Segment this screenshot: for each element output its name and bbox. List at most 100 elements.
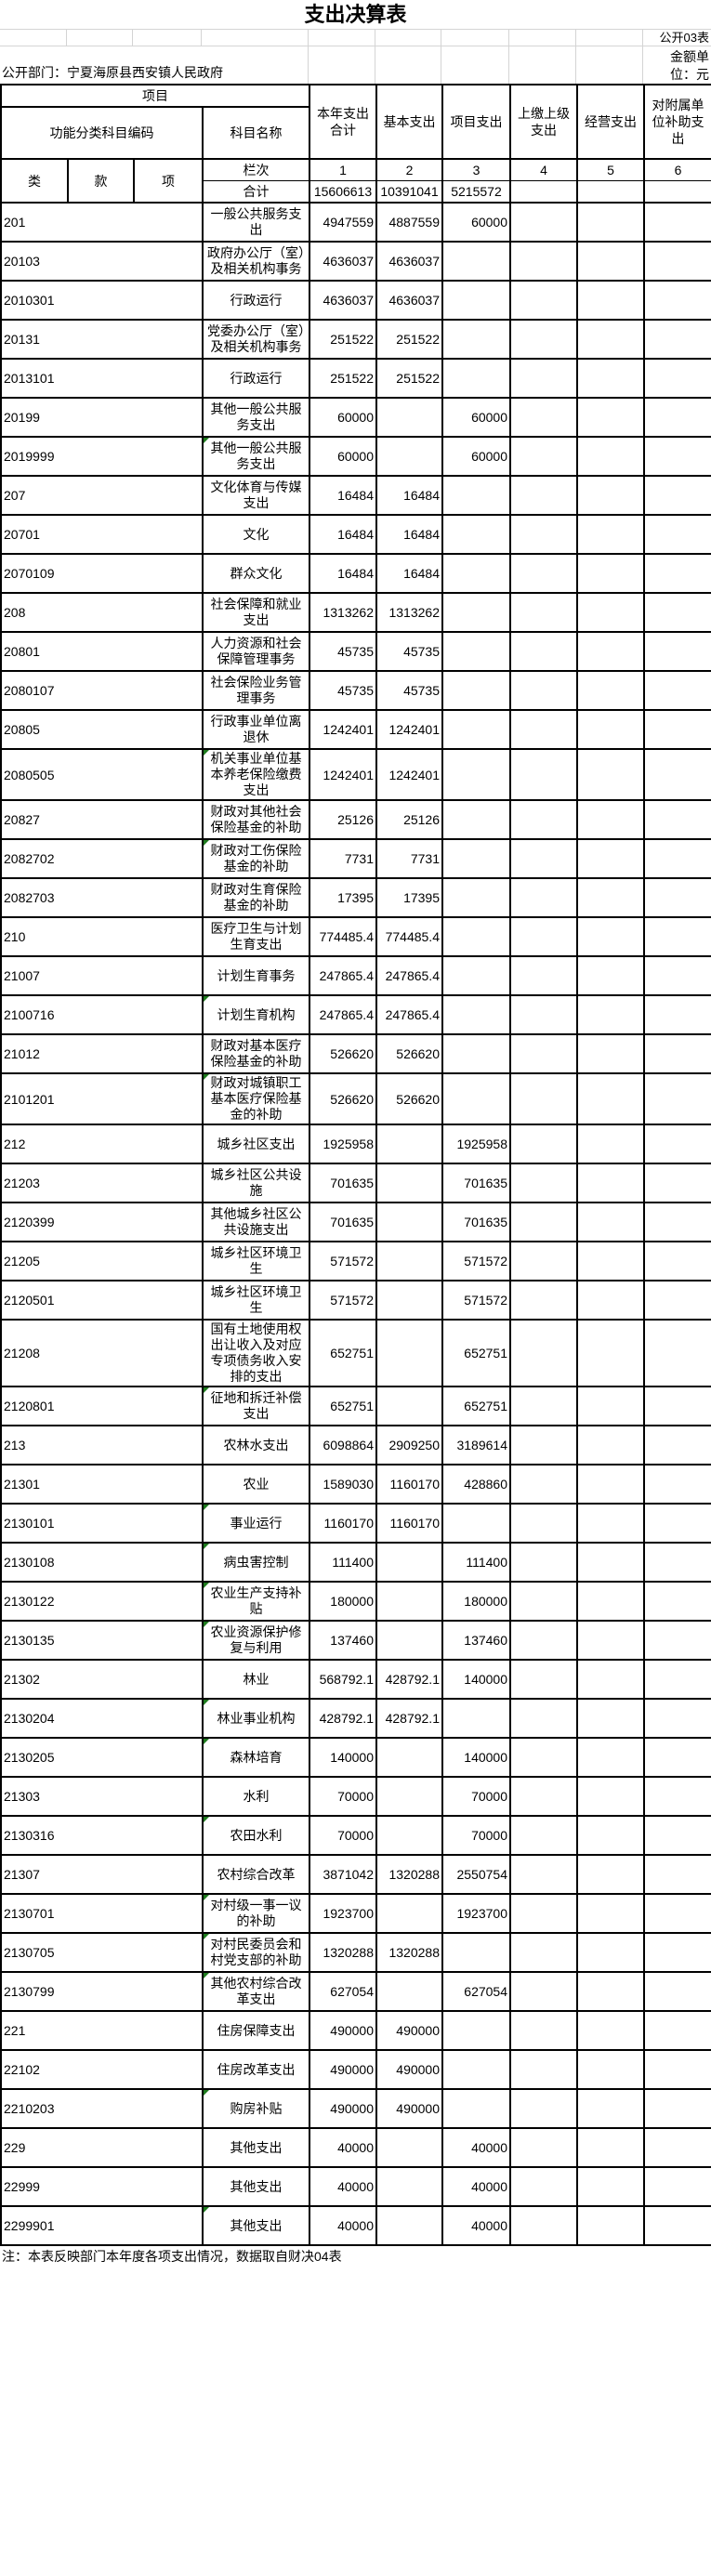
- row-value-5: [576, 799, 645, 840]
- row-value-1: 251522: [309, 358, 377, 399]
- grid-cell: [441, 46, 509, 84]
- row-value-6: [643, 319, 711, 360]
- row-value-4: [509, 955, 578, 996]
- col-header-affiliate-subsidy: 对附属单位补助支出: [643, 84, 711, 160]
- row-code: 201: [0, 202, 204, 243]
- row-value-4: [509, 1659, 578, 1700]
- row-value-5: [576, 2049, 645, 2090]
- row-value-4: [509, 1319, 578, 1387]
- rank-number: 2: [375, 158, 443, 181]
- row-value-1: 251522: [309, 319, 377, 360]
- table-row: 21007 计划生育事务 247865.4 247865.4: [0, 955, 711, 996]
- row-code: 21303: [0, 1776, 204, 1817]
- row-value-1: 1320288: [309, 1932, 377, 1973]
- row-name: 农林水支出: [202, 1425, 310, 1465]
- row-value-1: 6098864: [309, 1425, 377, 1465]
- row-value-5: [576, 358, 645, 399]
- row-value-6: [643, 1202, 711, 1242]
- row-value-3: [441, 799, 511, 840]
- table-row: 21208 国有土地使用权出让收入及对应专项债务收入安排的支出 652751 6…: [0, 1319, 711, 1387]
- row-value-6: [643, 1971, 711, 2012]
- subject-name-header: 科目名称: [202, 106, 310, 160]
- row-value-4: [509, 319, 578, 360]
- table-row: 2010301 行政运行 4636037 4636037: [0, 280, 711, 321]
- row-value-4: [509, 916, 578, 957]
- row-value-4: [509, 1072, 578, 1125]
- row-value-5: [576, 1072, 645, 1125]
- row-value-2: 428792.1: [375, 1659, 443, 1700]
- row-value-6: [643, 202, 711, 243]
- row-value-3: [441, 748, 511, 801]
- row-name: 行政运行: [202, 280, 310, 321]
- row-value-2: 1242401: [375, 748, 443, 801]
- row-name: 群众文化: [202, 553, 310, 594]
- row-code: 2120501: [0, 1280, 204, 1321]
- table-row: 20701 文化 16484 16484: [0, 514, 711, 555]
- row-value-1: 4636037: [309, 241, 377, 282]
- table-row: 21307 农村综合改革 3871042 1320288 2550754: [0, 1854, 711, 1895]
- row-name: 森林培育: [202, 1737, 310, 1778]
- row-value-1: 40000: [309, 2205, 377, 2246]
- row-code: 2013101: [0, 358, 204, 399]
- row-value-1: 490000: [309, 2010, 377, 2051]
- row-value-6: [643, 1815, 711, 1856]
- row-code: 21208: [0, 1319, 204, 1387]
- row-value-6: [643, 1620, 711, 1661]
- row-value-5: [576, 397, 645, 438]
- table-row: 2130701 对村级一事一议的补助 1923700 1923700: [0, 1893, 711, 1934]
- row-code: 2080107: [0, 670, 204, 711]
- row-value-1: 140000: [309, 1737, 377, 1778]
- row-code: 20827: [0, 799, 204, 840]
- row-value-3: [441, 994, 511, 1035]
- row-value-3: [441, 709, 511, 750]
- row-value-6: [643, 1932, 711, 1973]
- row-value-1: 652751: [309, 1319, 377, 1387]
- table-row: 20131 党委办公厅（室）及相关机构事务 251522 251522: [0, 319, 711, 360]
- rank-number: 5: [576, 158, 645, 181]
- row-value-5: [576, 1202, 645, 1242]
- row-value-1: 627054: [309, 1971, 377, 2012]
- row-value-4: [509, 1241, 578, 1281]
- row-value-2: [375, 1241, 443, 1281]
- row-value-6: [643, 1893, 711, 1934]
- row-value-2: 247865.4: [375, 994, 443, 1035]
- row-value-4: [509, 670, 578, 711]
- row-code: 20103: [0, 241, 204, 282]
- row-value-5: [576, 916, 645, 957]
- row-value-5: [576, 436, 645, 477]
- row-value-6: [643, 1542, 711, 1583]
- row-value-4: [509, 1971, 578, 2012]
- row-code: 22102: [0, 2049, 204, 2090]
- row-value-3: 1923700: [441, 1893, 511, 1934]
- row-value-1: 701635: [309, 1202, 377, 1242]
- row-value-3: [441, 358, 511, 399]
- row-value-5: [576, 1542, 645, 1583]
- row-value-1: 1925958: [309, 1124, 377, 1164]
- row-name: 文化体育与传媒支出: [202, 475, 310, 516]
- row-value-3: 137460: [441, 1620, 511, 1661]
- row-value-6: [643, 514, 711, 555]
- table-row: 22999 其他支出 40000 40000: [0, 2166, 711, 2207]
- row-value-3: [441, 592, 511, 633]
- row-value-6: [643, 241, 711, 282]
- row-value-4: [509, 1202, 578, 1242]
- grid-cell: [309, 30, 375, 46]
- table-row: 2019999 其他一般公共服务支出 60000 60000: [0, 436, 711, 477]
- row-value-4: [509, 1815, 578, 1856]
- row-value-1: 45735: [309, 631, 377, 672]
- row-value-6: [643, 2205, 711, 2246]
- row-code: 2299901: [0, 2205, 204, 2246]
- row-value-2: [375, 1163, 443, 1203]
- row-value-6: [643, 1386, 711, 1426]
- grid-cell: [309, 46, 375, 84]
- row-value-6: [643, 436, 711, 477]
- row-value-2: 2909250: [375, 1425, 443, 1465]
- footnote: 注：本表反映部门本年度各项支出情况，数据取自财决04表: [2, 2249, 342, 2264]
- row-value-1: 4947559: [309, 202, 377, 243]
- row-value-4: [509, 1425, 578, 1465]
- row-value-2: [375, 1386, 443, 1426]
- row-name: 城乡社区支出: [202, 1124, 310, 1164]
- row-value-4: [509, 748, 578, 801]
- table-row: 2299901 其他支出 40000 40000: [0, 2205, 711, 2246]
- row-code: 20131: [0, 319, 204, 360]
